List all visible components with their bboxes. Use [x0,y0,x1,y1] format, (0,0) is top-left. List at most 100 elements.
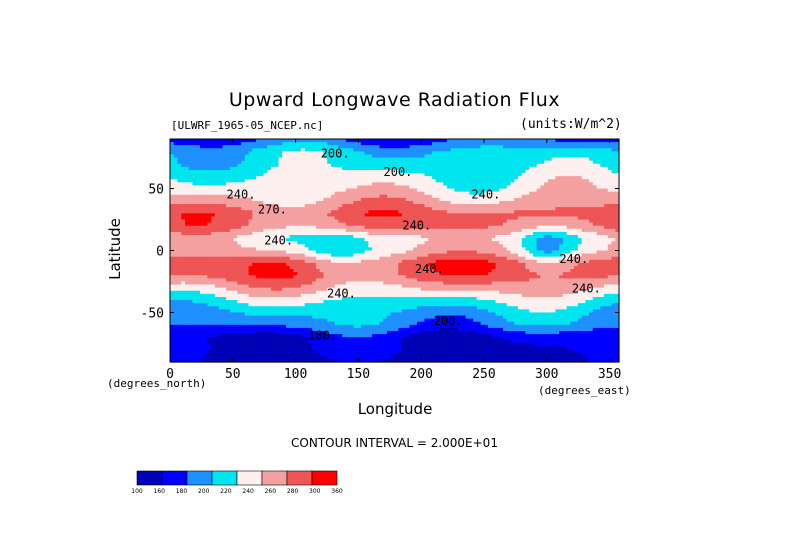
field-cell [248,219,253,224]
field-cell [256,265,261,270]
field-cell [327,238,332,242]
field-cell [577,151,583,156]
field-cell [226,197,231,202]
field-cell [439,142,444,146]
field-cell [551,194,556,199]
field-cell [342,163,347,168]
field-cell [330,238,336,242]
field-cell [589,163,594,168]
field-cell [226,247,231,252]
field-cell [607,213,613,218]
field-cell [540,235,545,239]
field-cell [574,160,579,165]
field-cell [529,219,534,224]
field-cell [589,179,594,183]
field-cell [540,204,545,208]
field-cell [334,185,339,190]
field-cell [529,188,534,193]
field-cell [577,204,583,208]
field-cell [555,185,560,190]
field-cell [375,200,381,205]
field-cell [461,228,467,233]
field-cell [315,228,321,233]
field-cell [431,176,437,180]
field-cell [615,225,620,230]
field-cell [420,179,426,183]
field-cell [308,219,313,224]
field-cell [450,151,455,156]
field-cell [323,213,328,218]
field-cell [244,231,250,236]
field-cell [555,145,560,149]
field-cell [368,219,373,224]
field-cell [199,213,205,218]
field-cell [521,222,527,227]
field-cell [330,265,336,270]
field-cell [390,166,396,171]
field-cell [525,231,530,236]
field-cell [547,166,553,171]
field-cell [551,210,556,214]
field-cell [188,231,194,236]
field-cell [555,238,560,242]
field-cell [544,253,549,258]
field-cell [465,191,470,196]
field-cell [267,210,272,214]
field-cell [529,216,534,221]
field-cell [349,256,354,261]
field-cell [420,169,426,174]
field-cell [229,256,235,261]
field-cell [226,154,231,159]
field-cell [435,238,440,242]
field-cell [401,194,407,199]
field-cell [207,173,212,177]
field-cell [544,194,549,199]
field-cell [256,163,261,168]
field-cell [589,200,594,205]
field-cell [401,262,407,267]
field-cell [203,228,209,233]
field-cell [499,148,504,152]
field-cell [570,157,575,162]
field-cell [312,197,317,202]
field-cell [473,139,478,143]
field-cell [503,145,508,149]
field-cell [222,179,227,183]
field-cell [461,176,467,180]
field-cell [473,182,478,187]
field-cell [555,231,560,236]
field-cell [184,222,190,227]
field-cell [252,207,257,211]
field-cell [435,176,440,180]
field-cell [218,169,223,174]
field-cell [263,166,268,171]
field-cell [413,235,418,239]
field-cell [207,213,212,218]
field-cell [338,222,343,227]
field-cell [233,259,238,264]
field-cell [581,231,586,236]
field-cell [480,194,485,199]
field-cell [237,219,242,224]
field-cell [237,222,242,227]
field-cell [387,231,392,236]
field-cell [248,262,253,267]
field-cell [188,200,194,205]
field-cell [551,185,556,190]
field-cell [585,207,590,211]
field-cell [256,247,261,252]
field-cell [600,154,605,159]
field-cell [312,207,317,211]
field-cell [491,139,497,143]
field-cell [536,191,542,196]
field-cell [308,262,313,267]
field-cell [536,238,542,242]
field-cell [517,139,523,143]
field-cell [285,259,291,264]
field-cell [607,194,613,199]
field-cell [562,197,568,202]
field-cell [574,163,579,168]
field-cell [345,197,351,202]
field-cell [450,235,455,239]
field-cell [199,210,205,214]
